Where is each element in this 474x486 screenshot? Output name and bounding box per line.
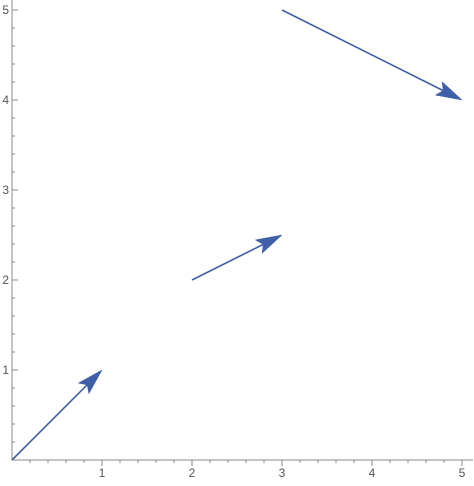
vectors [11, 9, 463, 461]
x-tick-label: 1 [99, 466, 106, 480]
y-tick-label: 1 [2, 363, 9, 377]
y-tick-label: 2 [2, 273, 9, 287]
x-tick-label: 5 [459, 466, 466, 480]
y-tick-label: 3 [2, 183, 9, 197]
axes [11, 0, 473, 461]
vector-arrow [191, 234, 283, 281]
y-tick-label: 5 [2, 3, 9, 17]
x-tick-label: 4 [369, 466, 376, 480]
y-tick-label: 4 [2, 93, 9, 107]
arrow-shaft [191, 243, 264, 281]
vector-arrow [11, 369, 103, 461]
x-tick-label: 3 [279, 466, 286, 480]
arrow-shaft [281, 9, 444, 92]
arrow-head [77, 369, 103, 395]
ticks [12, 9, 463, 466]
vector-arrow [281, 9, 463, 101]
arrow-head [434, 81, 463, 101]
tick-labels: 1 2 3 4 5 1 2 3 4 5 [2, 3, 465, 480]
x-tick-label: 2 [189, 466, 196, 480]
arrow-head [254, 234, 283, 254]
arrow-shaft [11, 384, 88, 461]
